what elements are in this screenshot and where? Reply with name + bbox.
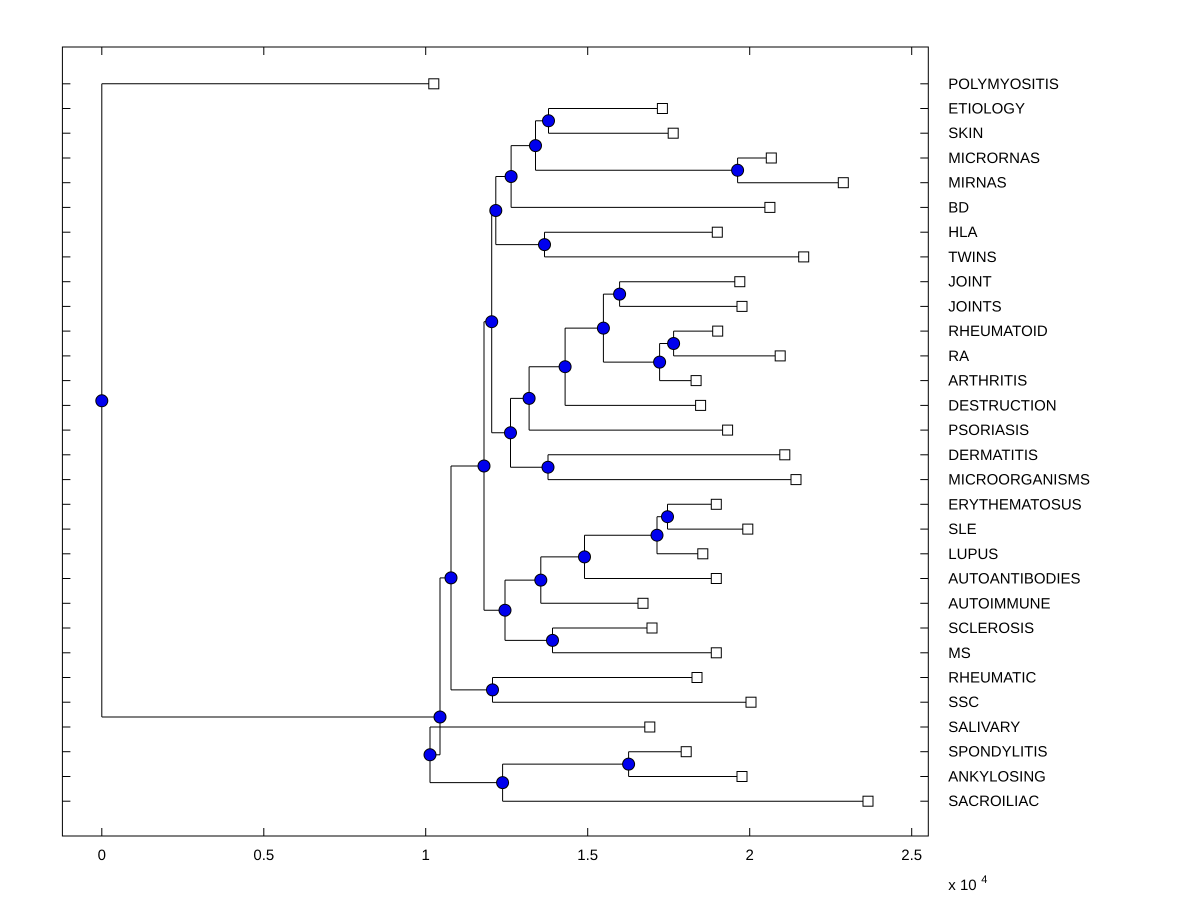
svg-text:SKIN: SKIN: [948, 125, 983, 142]
svg-text:TWINS: TWINS: [948, 249, 996, 266]
svg-text:MICROORGANISMS: MICROORGANISMS: [948, 472, 1090, 489]
svg-text:1.5: 1.5: [577, 847, 598, 864]
svg-text:MS: MS: [948, 645, 971, 662]
svg-text:LUPUS: LUPUS: [948, 546, 998, 563]
svg-text:SALIVARY: SALIVARY: [948, 719, 1020, 736]
svg-text:MIRNAS: MIRNAS: [948, 175, 1006, 192]
svg-text:HLA: HLA: [948, 224, 977, 241]
svg-text:0.5: 0.5: [253, 847, 274, 864]
svg-text:BD: BD: [948, 199, 969, 216]
svg-text:RA: RA: [948, 348, 969, 365]
svg-text:0: 0: [98, 847, 106, 864]
svg-text:RHEUMATOID: RHEUMATOID: [948, 323, 1048, 340]
svg-text:ERYTHEMATOSUS: ERYTHEMATOSUS: [948, 496, 1081, 513]
svg-text:JOINT: JOINT: [948, 274, 991, 291]
svg-text:DERMATITIS: DERMATITIS: [948, 447, 1038, 464]
svg-text:MICRORNAS: MICRORNAS: [948, 150, 1040, 167]
svg-text:AUTOIMMUNE: AUTOIMMUNE: [948, 595, 1050, 612]
svg-text:DESTRUCTION: DESTRUCTION: [948, 397, 1056, 414]
svg-text:1: 1: [422, 847, 430, 864]
svg-text:4: 4: [981, 874, 987, 886]
svg-text:2: 2: [746, 847, 754, 864]
svg-text:SCLEROSIS: SCLEROSIS: [948, 620, 1034, 637]
svg-text:SPONDYLITIS: SPONDYLITIS: [948, 744, 1047, 761]
svg-text:PSORIASIS: PSORIASIS: [948, 422, 1029, 439]
svg-text:x 10: x 10: [948, 877, 976, 894]
svg-text:POLYMYOSITIS: POLYMYOSITIS: [948, 76, 1059, 93]
svg-text:RHEUMATIC: RHEUMATIC: [948, 670, 1036, 687]
svg-text:SACROILIAC: SACROILIAC: [948, 793, 1039, 810]
svg-text:ETIOLOGY: ETIOLOGY: [948, 101, 1025, 118]
svg-text:JOINTS: JOINTS: [948, 298, 1001, 315]
svg-text:AUTOANTIBODIES: AUTOANTIBODIES: [948, 571, 1080, 588]
svg-text:SLE: SLE: [948, 521, 976, 538]
svg-text:ANKYLOSING: ANKYLOSING: [948, 769, 1046, 786]
svg-text:SSC: SSC: [948, 694, 979, 711]
svg-text:ARTHRITIS: ARTHRITIS: [948, 373, 1027, 390]
svg-text:2.5: 2.5: [901, 847, 922, 864]
